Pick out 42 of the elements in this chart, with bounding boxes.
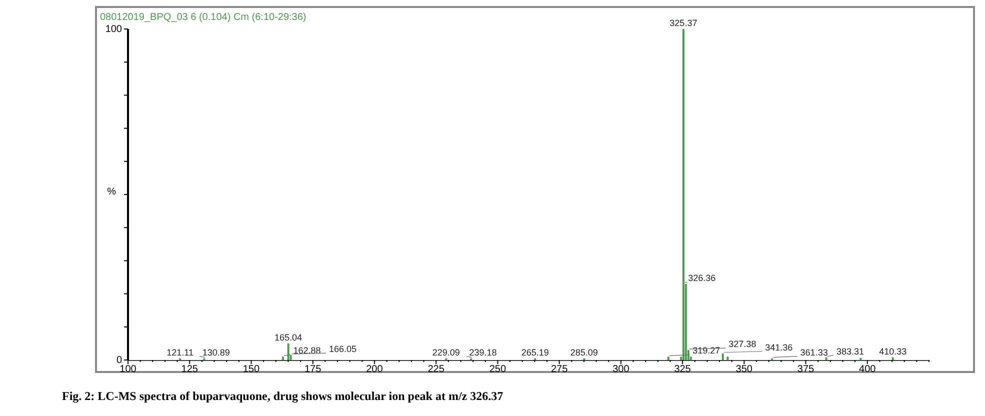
annotation: 130.89 [202, 347, 230, 358]
bar [282, 356, 284, 360]
x-tick-label: 250 [489, 364, 506, 375]
x-tick-label: 350 [736, 364, 753, 375]
annotation: 383.31 [836, 346, 864, 356]
x-tick-label: 175 [304, 364, 322, 375]
x-tick-label: 400 [859, 364, 876, 375]
annotation: 239.18 [469, 347, 497, 358]
x-tick-label: 125 [181, 364, 198, 375]
x-tick-label: 275 [550, 364, 568, 375]
annotation: 229.09 [432, 347, 460, 358]
x-tick-label: 300 [612, 364, 630, 375]
x-tick-label: 225 [428, 364, 445, 375]
caption: Fig. 2: LC-MS spectra of buparvaquone, drug shows molecular ion peak at m/z 326.37 [62, 389, 504, 403]
annotation: 327.38 [728, 339, 756, 350]
annotation: 121.11 [166, 347, 194, 358]
annotation: 326.36 [688, 272, 716, 283]
bar [892, 357, 894, 360]
annotation: 285.09 [570, 347, 598, 358]
annotation: 166.05 [329, 344, 357, 354]
annotation: 165.04 [274, 332, 302, 342]
annotation: 319.27 [692, 346, 720, 356]
bar [722, 353, 724, 360]
bar [682, 29, 684, 360]
chart-title: 08012019_BPQ_03 6 (0.104) Cm (6:10-29:36) [100, 12, 306, 23]
y-axis-title: % [107, 186, 116, 198]
annotation: 162.88 [293, 346, 321, 356]
annotation: 361.33 [800, 347, 828, 358]
x-tick-label: 200 [366, 364, 384, 375]
annotation: 410.33 [879, 346, 907, 356]
bar [667, 356, 670, 360]
x-tick-label: 375 [797, 364, 815, 375]
x-tick-label: 325 [674, 364, 692, 375]
annotation: 265.19 [521, 347, 549, 358]
annotation: 341.36 [765, 342, 793, 352]
x-tick-label: 150 [242, 364, 260, 375]
bar [726, 356, 729, 360]
annotation: 325.37 [670, 18, 698, 28]
bar [825, 357, 828, 360]
x-tick-label: 100 [120, 364, 137, 375]
bar [287, 343, 290, 360]
y-tick-label: 0 [116, 355, 122, 366]
